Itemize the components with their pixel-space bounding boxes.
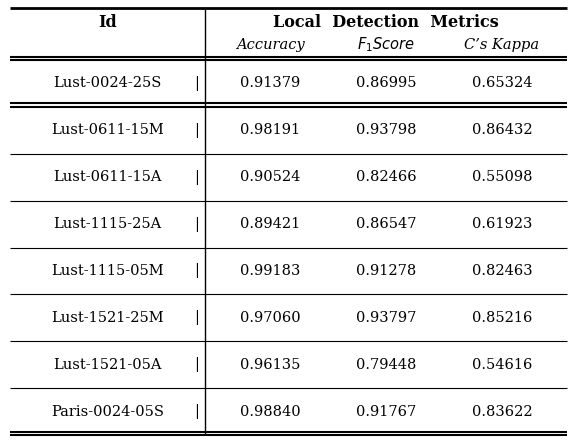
Text: Local  Detection  Metrics: Local Detection Metrics — [273, 13, 499, 31]
Text: 0.86432: 0.86432 — [471, 123, 532, 137]
Text: 0.96135: 0.96135 — [240, 358, 301, 372]
Text: 0.86995: 0.86995 — [356, 77, 416, 90]
Text: |: | — [194, 123, 199, 138]
Text: 0.99183: 0.99183 — [240, 264, 301, 278]
Text: 0.89421: 0.89421 — [240, 217, 300, 231]
Text: Lust-1521-25M: Lust-1521-25M — [51, 311, 164, 325]
Text: 0.93797: 0.93797 — [356, 311, 416, 325]
Text: 0.54616: 0.54616 — [471, 358, 532, 372]
Text: 0.79448: 0.79448 — [356, 358, 416, 372]
Text: 0.97060: 0.97060 — [240, 311, 301, 325]
Text: |: | — [194, 76, 199, 91]
Text: 0.65324: 0.65324 — [471, 77, 532, 90]
Text: Lust-0024-25S: Lust-0024-25S — [53, 77, 162, 90]
Text: Id: Id — [98, 13, 117, 31]
Text: 0.90524: 0.90524 — [240, 170, 301, 184]
Text: 0.83622: 0.83622 — [471, 404, 532, 419]
Text: 0.55098: 0.55098 — [471, 170, 532, 184]
Text: Lust-0611-15A: Lust-0611-15A — [53, 170, 162, 184]
Text: 0.91278: 0.91278 — [356, 264, 416, 278]
Text: Lust-1115-25A: Lust-1115-25A — [54, 217, 162, 231]
Text: C’s Kappa: C’s Kappa — [464, 38, 539, 52]
Text: 0.82466: 0.82466 — [355, 170, 417, 184]
Text: $\mathit{F}_1\mathit{Score}$: $\mathit{F}_1\mathit{Score}$ — [357, 35, 415, 54]
Text: 0.85216: 0.85216 — [471, 311, 532, 325]
Text: Accuracy: Accuracy — [236, 38, 305, 52]
Text: |: | — [194, 310, 199, 325]
Text: Lust-0611-15M: Lust-0611-15M — [51, 123, 164, 137]
Text: 0.91767: 0.91767 — [356, 404, 416, 419]
Text: |: | — [194, 170, 199, 185]
Text: 0.61923: 0.61923 — [471, 217, 532, 231]
Text: Paris-0024-05S: Paris-0024-05S — [51, 404, 164, 419]
Text: |: | — [194, 264, 199, 279]
Text: 0.82463: 0.82463 — [471, 264, 532, 278]
Text: 0.86547: 0.86547 — [356, 217, 416, 231]
Text: Lust-1115-05M: Lust-1115-05M — [51, 264, 164, 278]
Text: 0.91379: 0.91379 — [240, 77, 300, 90]
Text: |: | — [194, 404, 199, 419]
Text: 0.98840: 0.98840 — [240, 404, 301, 419]
Text: Lust-1521-05A: Lust-1521-05A — [53, 358, 162, 372]
Text: 0.98191: 0.98191 — [240, 123, 300, 137]
Text: |: | — [194, 217, 199, 232]
Text: |: | — [194, 357, 199, 372]
Text: 0.93798: 0.93798 — [356, 123, 416, 137]
